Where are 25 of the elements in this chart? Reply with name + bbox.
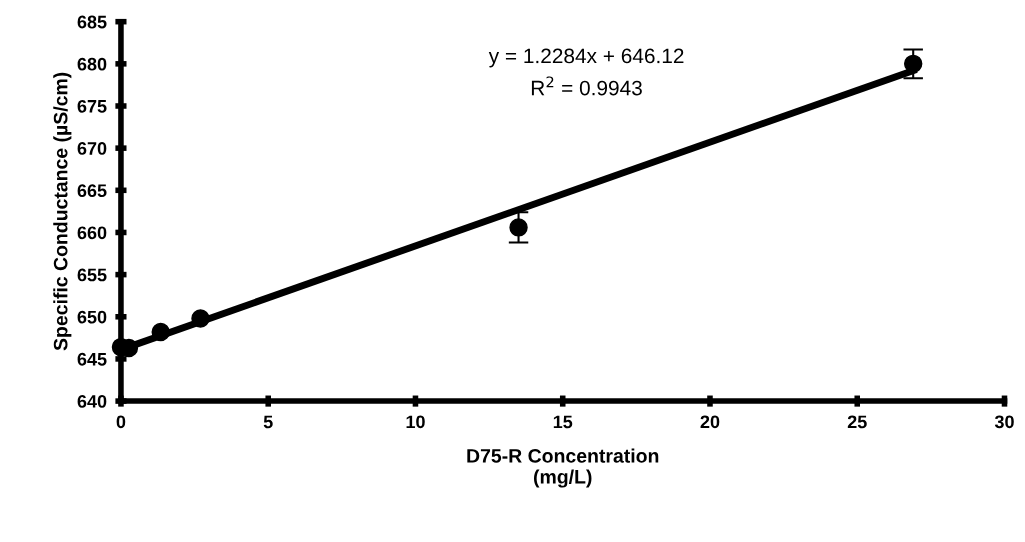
y-tick-label: 665 <box>77 184 107 198</box>
x-tick-label: 0 <box>116 415 126 429</box>
y-tick-label: 685 <box>77 15 107 29</box>
x-tick-label: 15 <box>553 415 573 429</box>
y-tick-label: 650 <box>77 310 107 324</box>
x-axis-title: D75-R Concentration (mg/L) <box>467 448 659 488</box>
point <box>151 322 170 342</box>
x-tick-label: 5 <box>263 415 273 429</box>
y-tick-label: 645 <box>77 352 107 366</box>
y-tick-label: 680 <box>77 57 107 71</box>
annotation: R$^{2}$ = 0.9943 <box>531 76 642 96</box>
x-tick-label: 10 <box>406 415 425 429</box>
x-tick-label: 25 <box>847 415 867 429</box>
point <box>191 309 210 328</box>
x-tick-label: 30 <box>994 415 1014 429</box>
y-tick-label: 655 <box>77 268 107 282</box>
x-tick-label: 20 <box>700 415 720 429</box>
y-tick-label: 640 <box>77 395 107 408</box>
point <box>509 218 528 237</box>
point <box>903 54 923 74</box>
y-axis-title: Specific Conductance (µS/cm) <box>53 72 72 351</box>
annotation: y = 1.2284x + 646.12 <box>488 48 684 68</box>
y-tick-label: 670 <box>77 142 107 155</box>
y-tick-label: 660 <box>77 226 107 240</box>
y-tick-label: 675 <box>77 99 107 113</box>
